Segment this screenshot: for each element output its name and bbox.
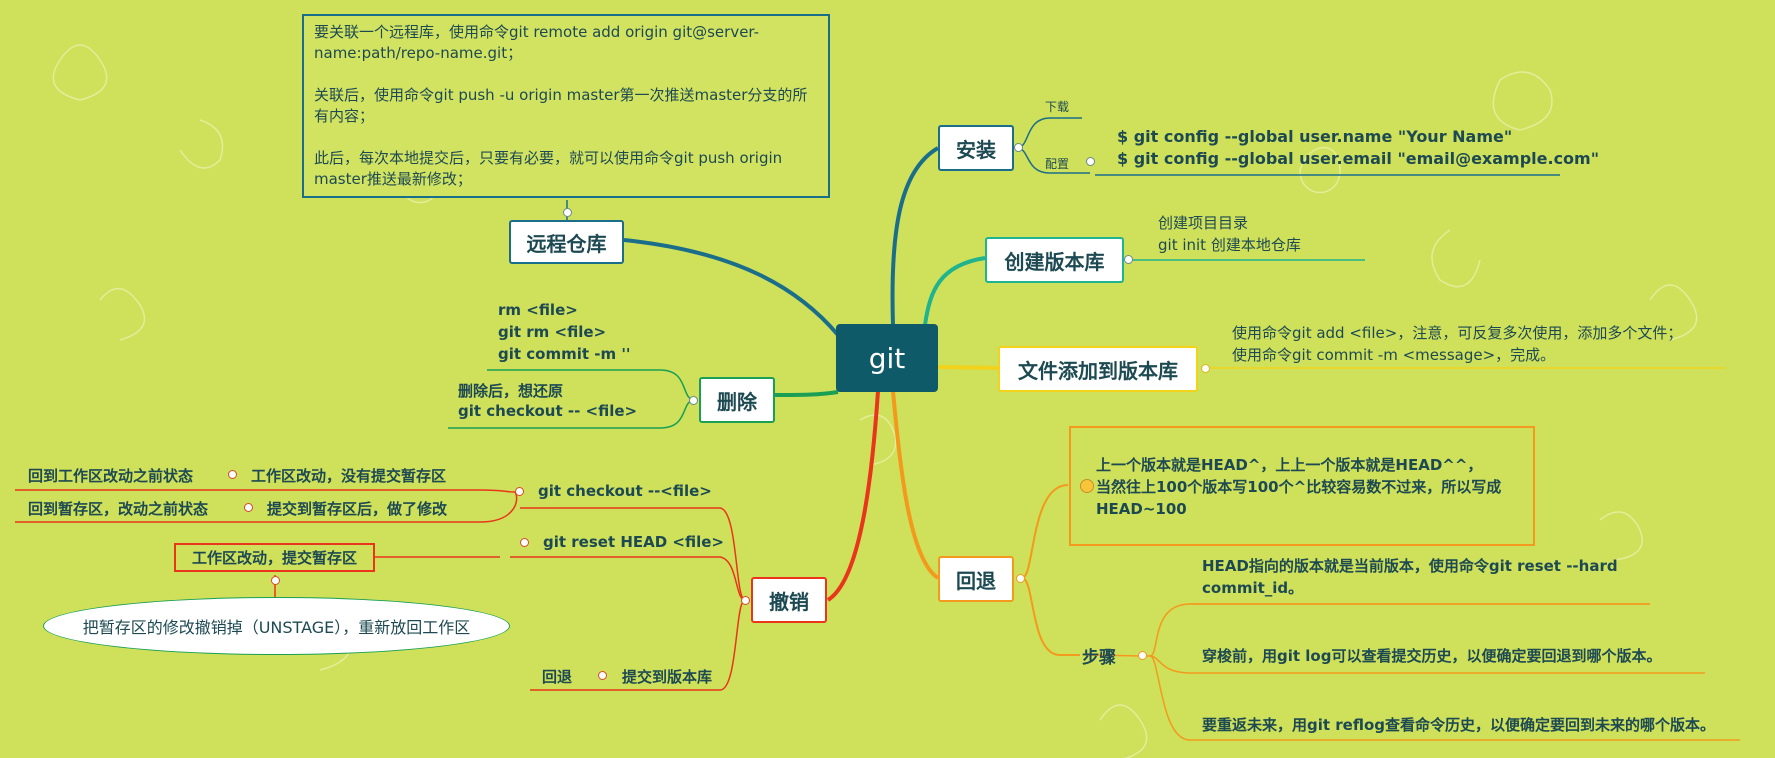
node-remote-label: 远程仓库 bbox=[526, 231, 607, 256]
delete-cmd-3: git commit -m '' bbox=[498, 345, 631, 363]
undo-case2-condition: 提交到暂存区后，做了修改 bbox=[267, 500, 448, 518]
node-remote[interactable]: 远程仓库 bbox=[509, 220, 624, 264]
collapse-toggle-install[interactable] bbox=[1014, 143, 1023, 152]
node-rollback[interactable]: 回退 bbox=[938, 556, 1014, 602]
undo-reset-result-bubble: 把暂存区的修改撤销掉（UNSTAGE），重新放回工作区 bbox=[43, 597, 510, 655]
node-add-files-label: 文件添加到版本库 bbox=[1018, 358, 1178, 383]
rollback-note-icon bbox=[1080, 479, 1094, 493]
central-node-git[interactable]: git bbox=[836, 324, 938, 392]
node-undo-label: 撤销 bbox=[769, 589, 809, 614]
collapse-toggle-case1[interactable] bbox=[228, 470, 237, 479]
undo-checkout-label: git checkout --<file> bbox=[538, 482, 712, 500]
collapse-toggle-undo[interactable] bbox=[741, 596, 750, 605]
collapse-toggle-remote-note[interactable] bbox=[563, 208, 572, 217]
undo-case1-condition: 工作区改动，没有提交暂存区 bbox=[251, 467, 447, 485]
delete-cmd-2: git rm <file> bbox=[498, 323, 607, 341]
undo-reset-label: git reset HEAD <file> bbox=[543, 533, 724, 551]
remote-note: 要关联一个远程库，使用命令git remote add origin git@s… bbox=[302, 14, 830, 198]
collapse-toggle-rollback[interactable] bbox=[1016, 574, 1025, 583]
remote-note-paragraph-1: 要关联一个远程库，使用命令git remote add origin git@s… bbox=[314, 23, 760, 62]
node-create-repo-label: 创建版本库 bbox=[1004, 249, 1105, 274]
undo-reset-condition: 工作区改动，提交暂存区 bbox=[191, 549, 357, 567]
install-download-label: 下载 bbox=[1045, 100, 1070, 114]
collapse-toggle-config[interactable] bbox=[1086, 157, 1095, 166]
node-create-repo[interactable]: 创建版本库 bbox=[985, 237, 1124, 283]
rollback-note-line-2: 当然往上100个版本写100个^比较容易数不过来，所以写成 bbox=[1096, 478, 1502, 496]
create-repo-line-2: git init 创建本地仓库 bbox=[1158, 236, 1301, 254]
collapse-toggle-delete[interactable] bbox=[689, 396, 698, 405]
rollback-note-line-3: HEAD~100 bbox=[1096, 500, 1187, 518]
create-repo-line-1: 创建项目目录 bbox=[1158, 214, 1249, 232]
install-config-label: 配置 bbox=[1045, 157, 1070, 171]
delete-cmd-1: rm <file> bbox=[498, 301, 578, 319]
collapse-toggle-case2[interactable] bbox=[244, 503, 253, 512]
collapse-toggle-reset[interactable] bbox=[520, 538, 529, 547]
central-node-label: git bbox=[868, 341, 906, 375]
add-files-line-1: 使用命令git add <file>，注意，可反复多次使用，添加多个文件； bbox=[1232, 324, 1683, 342]
remote-note-paragraph-2: 关联后，使用命令git push -u origin master第一次推送ma… bbox=[314, 86, 808, 125]
collapse-toggle-checkout[interactable] bbox=[515, 487, 524, 496]
undo-case1-result: 回到工作区改动之前状态 bbox=[28, 467, 194, 485]
node-delete[interactable]: 删除 bbox=[699, 377, 775, 423]
undo-case2-result: 回到暂存区，改动之前状态 bbox=[28, 500, 209, 518]
rollback-step-1-line-2: commit_id。 bbox=[1202, 579, 1304, 597]
remote-note-paragraph-3: 此后，每次本地提交后，只要有必要，就可以使用命令git push origin … bbox=[314, 149, 783, 188]
collapse-toggle-rollback-undo[interactable] bbox=[598, 671, 607, 680]
rollback-step-2: 穿梭前，用git log可以查看提交历史，以便确定要回退到哪个版本。 bbox=[1202, 647, 1662, 665]
rollback-note: 上一个版本就是HEAD^，上上一个版本就是HEAD^^， 当然往上100个版本写… bbox=[1069, 426, 1535, 546]
collapse-toggle-steps[interactable] bbox=[1138, 651, 1147, 660]
rollback-steps-label: 步骤 bbox=[1082, 648, 1116, 668]
collapse-toggle-reset-condition[interactable] bbox=[271, 576, 280, 585]
node-install[interactable]: 安装 bbox=[938, 125, 1014, 171]
rollback-step-1-line-1: HEAD指向的版本就是当前版本，使用命令git reset --hard bbox=[1202, 557, 1618, 575]
delete-restore-line-1: 删除后，想还原 bbox=[458, 382, 564, 400]
node-delete-label: 删除 bbox=[717, 389, 757, 414]
delete-restore-line-2: git checkout -- <file> bbox=[458, 402, 638, 420]
node-rollback-label: 回退 bbox=[956, 568, 996, 593]
install-config-line-2: $ git config --global user.email "email@… bbox=[1117, 149, 1600, 168]
collapse-toggle-create-repo[interactable] bbox=[1124, 255, 1133, 264]
node-undo[interactable]: 撤销 bbox=[751, 577, 827, 623]
add-files-line-2: 使用命令git commit -m <message>，完成。 bbox=[1232, 346, 1556, 364]
undo-rollback-condition: 提交到版本库 bbox=[622, 668, 713, 686]
node-add-files[interactable]: 文件添加到版本库 bbox=[998, 346, 1198, 392]
install-config-line-1: $ git config --global user.name "Your Na… bbox=[1117, 127, 1513, 146]
undo-rollback-label: 回退 bbox=[542, 668, 573, 686]
undo-reset-result: 把暂存区的修改撤销掉（UNSTAGE），重新放回工作区 bbox=[82, 618, 471, 637]
rollback-note-line-1: 上一个版本就是HEAD^，上上一个版本就是HEAD^^， bbox=[1096, 456, 1483, 474]
rollback-step-3: 要重返未来，用git reflog查看命令历史，以便确定要回到未来的哪个版本。 bbox=[1202, 716, 1716, 734]
collapse-toggle-add-files[interactable] bbox=[1201, 364, 1210, 373]
undo-reset-condition-box: 工作区改动，提交暂存区 bbox=[174, 543, 375, 572]
node-install-label: 安装 bbox=[956, 137, 996, 162]
